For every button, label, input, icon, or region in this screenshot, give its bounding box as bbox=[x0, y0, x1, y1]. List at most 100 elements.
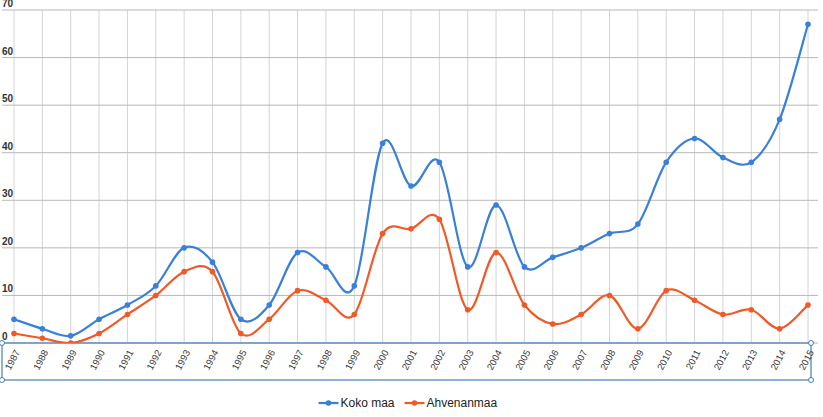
series-marker bbox=[720, 155, 726, 161]
frame-handle bbox=[809, 378, 814, 383]
x-tick-label: 2006 bbox=[541, 348, 561, 372]
x-grid-line bbox=[99, 10, 100, 343]
x-tick-label: 1992 bbox=[144, 348, 164, 372]
series-marker bbox=[153, 283, 159, 289]
series-marker bbox=[465, 307, 471, 313]
series-marker bbox=[635, 221, 641, 227]
x-tick-label: 1988 bbox=[31, 348, 51, 372]
series-marker bbox=[578, 312, 584, 318]
x-tick-label: 1999 bbox=[343, 348, 363, 372]
series-marker bbox=[96, 316, 102, 322]
x-tick-label: 1989 bbox=[59, 348, 79, 372]
y-tick-label: 50 bbox=[2, 93, 14, 104]
series-marker bbox=[96, 331, 102, 337]
series-marker bbox=[323, 297, 329, 303]
x-grid-line bbox=[581, 10, 582, 343]
x-grid-line bbox=[722, 10, 723, 343]
plot-area bbox=[11, 21, 811, 343]
series-marker bbox=[522, 302, 528, 308]
series-marker bbox=[181, 245, 187, 251]
x-tick-label: 1993 bbox=[172, 348, 192, 372]
series-marker bbox=[238, 331, 244, 337]
y-grid-line bbox=[2, 57, 818, 58]
y-tick-label: 60 bbox=[2, 46, 14, 57]
series-marker bbox=[748, 307, 754, 313]
series-marker bbox=[607, 231, 613, 237]
series-marker bbox=[11, 331, 17, 337]
series-marker bbox=[748, 159, 754, 165]
x-tick-label: 2008 bbox=[598, 348, 618, 372]
x-tick-label: 2002 bbox=[428, 348, 448, 372]
series-marker bbox=[578, 245, 584, 251]
x-axis-frame bbox=[2, 343, 811, 380]
x-tick-label: 1991 bbox=[116, 348, 136, 372]
x-grid-line bbox=[325, 10, 326, 343]
x-grid-line bbox=[382, 10, 383, 343]
x-grid-line bbox=[808, 10, 809, 343]
x-tick-label: 2015 bbox=[796, 348, 816, 372]
series-marker bbox=[720, 312, 726, 318]
series-marker bbox=[805, 21, 811, 27]
x-tick-label: 2009 bbox=[626, 348, 646, 372]
y-grid-line bbox=[2, 152, 818, 153]
x-tick-label: 1998 bbox=[314, 348, 334, 372]
series-marker bbox=[11, 316, 17, 322]
x-grid-line bbox=[779, 10, 780, 343]
chart-svg: 0102030405060701987198819891990199119921… bbox=[0, 0, 823, 417]
x-tick-label: 2004 bbox=[484, 348, 504, 372]
y-grid-line bbox=[2, 247, 818, 248]
legend-label: Koko maa bbox=[341, 396, 395, 410]
frame-handle bbox=[0, 341, 5, 346]
series-marker bbox=[692, 136, 698, 142]
legend: Koko maa Ahvenanmaa bbox=[319, 396, 498, 410]
x-grid-line bbox=[694, 10, 695, 343]
series-marker bbox=[323, 264, 329, 270]
x-tick-label: 1996 bbox=[258, 348, 278, 372]
series-marker bbox=[777, 326, 783, 332]
x-tick-label: 1997 bbox=[286, 348, 306, 372]
series-marker bbox=[181, 269, 187, 275]
x-grid-line bbox=[212, 10, 213, 343]
x-tick-label: 2010 bbox=[655, 348, 675, 372]
series-marker bbox=[437, 159, 443, 165]
series-marker bbox=[550, 255, 556, 261]
series-marker bbox=[40, 326, 46, 332]
legend-label: Ahvenanmaa bbox=[427, 396, 498, 410]
y-tick-label: 40 bbox=[2, 141, 14, 152]
x-grid-line bbox=[127, 10, 128, 343]
series-marker bbox=[351, 283, 357, 289]
x-grid-line bbox=[269, 10, 270, 343]
x-tick-label: 2005 bbox=[513, 348, 533, 372]
series-marker bbox=[493, 250, 499, 256]
x-grid-line bbox=[354, 10, 355, 343]
x-grid-line bbox=[42, 10, 43, 343]
x-tick-label: 2014 bbox=[768, 348, 788, 372]
x-grid-line bbox=[467, 10, 468, 343]
x-grid-line bbox=[411, 10, 412, 343]
x-tick-label: 1995 bbox=[229, 348, 249, 372]
series-marker bbox=[380, 231, 386, 237]
x-grid-line bbox=[14, 10, 15, 343]
y-grid-line bbox=[2, 295, 818, 296]
x-grid-line bbox=[184, 10, 185, 343]
x-tick-label: 2012 bbox=[711, 348, 731, 372]
series-marker bbox=[692, 297, 698, 303]
series-marker bbox=[437, 217, 443, 223]
chart-container: 0102030405060701987198819891990199119921… bbox=[0, 0, 823, 417]
x-tick-label: 2001 bbox=[399, 348, 419, 372]
y-tick-label: 20 bbox=[2, 236, 14, 247]
x-grid-line bbox=[552, 10, 553, 343]
legend-swatch-marker bbox=[412, 400, 418, 406]
series-marker bbox=[522, 264, 528, 270]
series bbox=[11, 21, 811, 338]
series-marker bbox=[125, 312, 131, 318]
y-grid-line bbox=[2, 200, 818, 201]
series-marker bbox=[295, 288, 301, 294]
x-tick-label: 2000 bbox=[371, 348, 391, 372]
y-tick-label: 30 bbox=[2, 188, 14, 199]
series-marker bbox=[351, 312, 357, 318]
x-tick-label: 2007 bbox=[569, 348, 589, 372]
y-grid-line bbox=[2, 10, 818, 11]
series-marker bbox=[777, 117, 783, 123]
series-marker bbox=[408, 226, 414, 232]
